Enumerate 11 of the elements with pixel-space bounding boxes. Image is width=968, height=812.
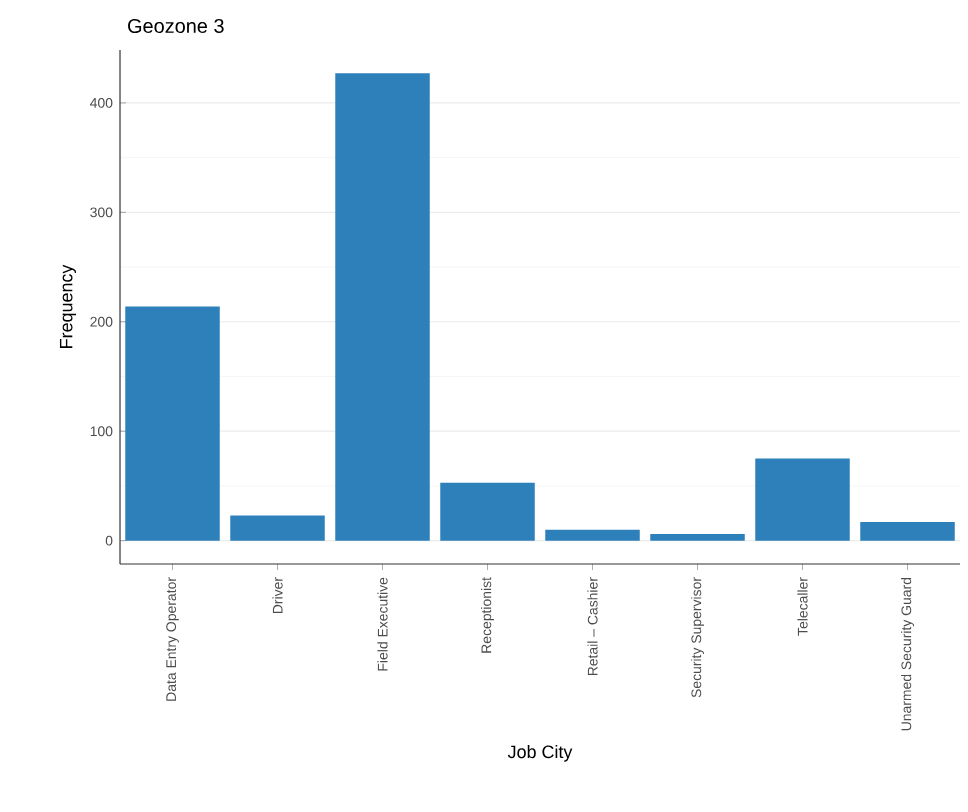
chart-title: Geozone 3 [128, 18, 224, 33]
bar [125, 306, 220, 541]
y-axis-title: Frequency [59, 264, 77, 348]
bar [650, 534, 745, 541]
x-axis-title: Job City [507, 744, 573, 762]
bar [440, 482, 535, 541]
bar [230, 515, 325, 541]
bar [335, 73, 430, 541]
bar [545, 529, 640, 541]
bar [755, 458, 850, 541]
bar [860, 522, 955, 541]
